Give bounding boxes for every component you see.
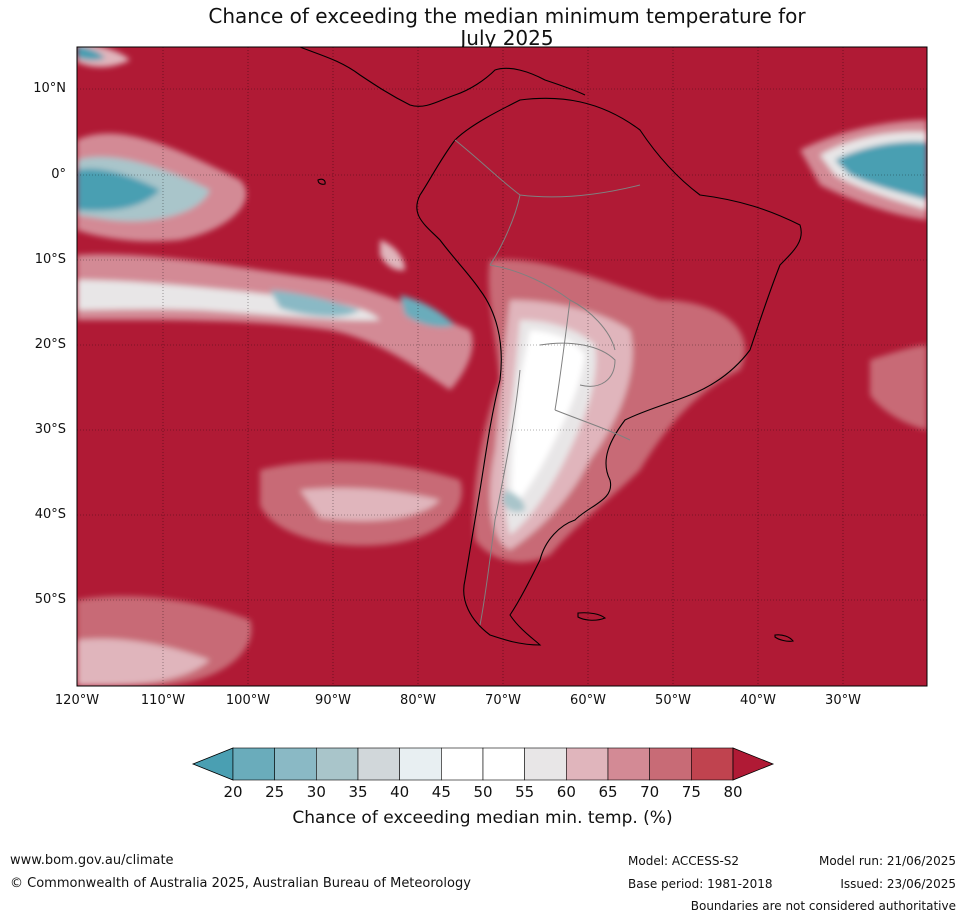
colorbar-segment [607,747,650,781]
colorbar-tick-label: 40 [390,783,410,801]
lat-label: 50°S [34,592,66,607]
lon-label: 40°W [740,693,776,708]
colorbar-tick-label: 45 [431,783,451,801]
lat-label: 10°N [33,81,66,96]
lon-label: 80°W [400,693,436,708]
colorbar-tick-label: 65 [598,783,618,801]
colorbar-tick-label: 30 [306,783,326,801]
colorbar-tick-label: 35 [348,783,368,801]
colorbar-tick-label: 50 [473,783,493,801]
colorbar-tick-label: 55 [515,783,535,801]
south-pacific-anomaly [77,461,462,686]
colorbar-extend-low [191,747,234,781]
lat-label: 30°S [34,422,66,437]
lat-label: 40°S [34,507,66,522]
lon-label: 90°W [315,693,351,708]
south-america-coast [416,97,802,646]
south-georgia [774,634,794,642]
colorbar-segment [316,747,359,781]
colorbar-title: Chance of exceeding median min. temp. (%… [292,808,673,828]
lon-label: 70°W [485,693,521,708]
colorbar-tick-label: 20 [223,783,243,801]
model-text: Model: ACCESS-S2 [628,854,740,868]
title-line-1: Chance of exceeding the median minimum t… [208,4,806,28]
falkland-islands [577,612,607,621]
central-america-coast [299,47,586,107]
colorbar-segment [399,747,442,781]
colorbar-extend-high [732,747,775,781]
continent-anomaly-region [473,259,746,563]
colorbar-segment [649,747,692,781]
colorbar-segment [357,747,400,781]
disclaimer-text: Boundaries are not considered authoritat… [690,899,956,913]
colorbar-segment [274,747,317,781]
colorbar [191,747,775,781]
issued-text: Issued: 23/06/2025 [840,877,956,891]
colorbar-tick-label: 75 [681,783,701,801]
colorbar-tick-label: 60 [556,783,576,801]
colorbar-segment [524,747,567,781]
map-title: Chance of exceeding the median minimum t… [0,5,965,49]
base-period-text: Base period: 1981-2018 [628,877,773,891]
map-frame [76,46,928,687]
lon-label: 60°W [570,693,606,708]
colorbar-segment [441,747,484,781]
coastlines [299,47,802,646]
lat-label: 0° [51,167,66,182]
country-borders [454,139,641,626]
colorbar-segment [566,747,609,781]
colorbar-segment [232,747,275,781]
galapagos [317,178,326,185]
colorbar-tick-label: 80 [723,783,743,801]
colorbar-tick-label: 70 [640,783,660,801]
lat-label: 10°S [34,252,66,267]
lon-label: 100°W [225,693,271,708]
pacific-anomaly-region [77,47,473,390]
title-line-2: July 2025 [460,26,554,50]
lon-label: 120°W [54,693,100,708]
colorbar-segment [691,747,734,781]
lon-label: 50°W [655,693,691,708]
model-run-text: Model run: 21/06/2025 [818,854,956,868]
website-link[interactable]: www.bom.gov.au/climate [10,853,174,868]
lon-label: 110°W [140,693,186,708]
lat-label: 20°S [34,337,66,352]
copyright-text: © Commonwealth of Australia 2025, Austra… [10,876,471,891]
colorbar-segment [482,747,525,781]
lon-label: 30°W [825,693,861,708]
atlantic-anomaly-region [800,120,927,430]
colorbar-tick-label: 25 [265,783,285,801]
